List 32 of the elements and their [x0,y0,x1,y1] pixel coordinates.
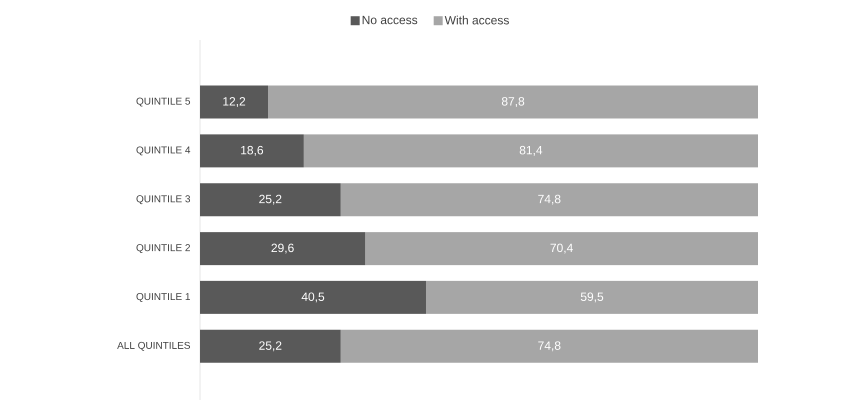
y-tick-label: QUINTILE 5 [136,98,190,106]
y-tick-label: QUINTILE 3 [136,195,190,204]
legend-label: With access [444,16,509,24]
bar [340,183,758,216]
bar [200,183,341,216]
legend-label: No access [362,16,418,24]
bar [268,86,758,119]
bar [340,330,758,363]
bar [200,280,426,314]
y-tick-label: QUINTILE 1 [136,292,190,302]
y-tick-label: QUINTILE 2 [136,244,190,254]
data-label: 18,6 [241,146,264,156]
data-label: 29,6 [272,244,294,254]
data-label: 25,2 [259,194,282,205]
data-label: 87,8 [502,97,524,107]
y-tick-label: QUINTILE 4 [136,146,190,156]
bar [365,232,758,266]
data-label: 40,5 [302,292,324,302]
data-label: 25,2 [259,341,282,352]
bar [200,232,366,266]
bar [200,86,268,119]
bar [304,134,758,168]
y-tick-label: ALL QUINTILES [117,342,190,351]
data-label: 59,5 [580,292,604,302]
data-label: 81,4 [520,146,542,156]
bar [200,330,341,363]
data-label: 74,8 [538,341,560,352]
data-label: 70,4 [550,244,573,254]
data-label: 12,2 [223,97,246,107]
bar [200,134,304,168]
bar [426,280,758,314]
data-label: 74,8 [538,194,560,205]
